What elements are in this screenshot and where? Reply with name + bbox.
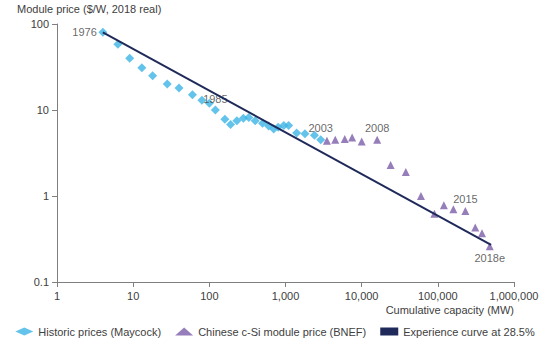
svg-text:Historic prices (Maycock): Historic prices (Maycock)	[38, 326, 161, 338]
svg-text:100: 100	[200, 290, 218, 302]
svg-text:Chinese c-Si module price (BNE: Chinese c-Si module price (BNEF)	[198, 326, 366, 338]
svg-text:Module price ($/W, 2018 real): Module price ($/W, 2018 real)	[17, 3, 161, 15]
svg-text:2015: 2015	[453, 193, 477, 205]
svg-text:2008: 2008	[365, 122, 389, 134]
svg-text:1,000,000: 1,000,000	[490, 290, 539, 302]
svg-text:1,000: 1,000	[272, 290, 300, 302]
svg-text:Experience curve at 28.5%: Experience curve at 28.5%	[403, 326, 535, 338]
svg-text:Cumulative capacity (MW): Cumulative capacity (MW)	[386, 304, 514, 316]
svg-text:10: 10	[127, 290, 139, 302]
svg-text:1976: 1976	[72, 26, 96, 38]
svg-text:1: 1	[54, 290, 60, 302]
svg-text:10: 10	[37, 104, 49, 116]
svg-text:1: 1	[43, 190, 49, 202]
svg-text:10,000: 10,000	[345, 290, 379, 302]
svg-text:100,000: 100,000	[418, 290, 458, 302]
svg-text:0.1: 0.1	[34, 276, 49, 288]
svg-text:100: 100	[31, 18, 49, 30]
svg-text:1985: 1985	[203, 92, 228, 105]
svg-text:2003: 2003	[308, 122, 332, 134]
svg-text:2018e: 2018e	[474, 252, 505, 264]
